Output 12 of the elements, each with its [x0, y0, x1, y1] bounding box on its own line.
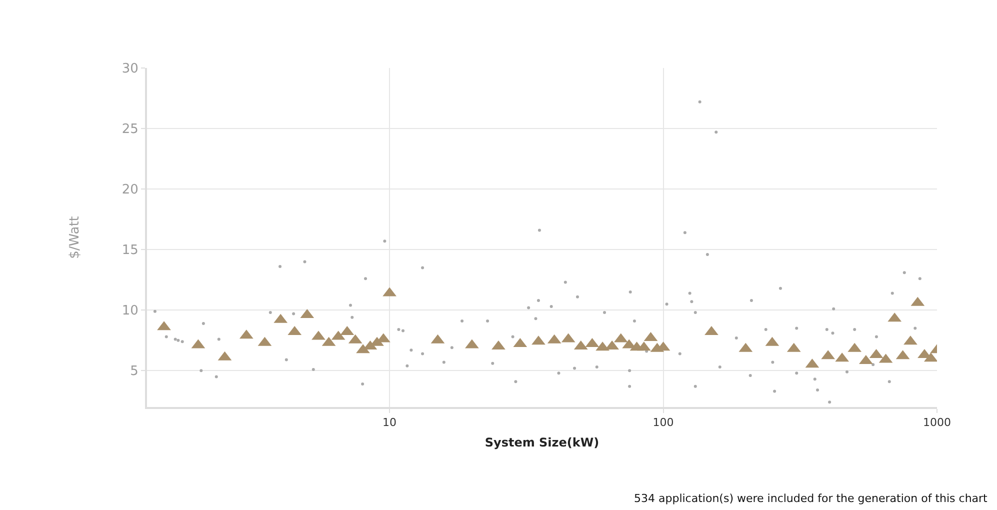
y-tick-label: 20: [122, 182, 138, 198]
y-tick-label: 10: [122, 304, 138, 319]
x-tick-label: 100: [652, 416, 674, 430]
text: 534 application(s) were included for the generation of this chart: [634, 492, 988, 505]
y-tick-label: 5: [130, 364, 138, 380]
y-tick-label: 25: [122, 122, 138, 138]
x-axis-title: System Size(kW): [484, 436, 600, 450]
y-axis-title: $/Watt: [67, 216, 82, 259]
y-tick-label: 15: [122, 243, 138, 258]
y-tick-label: 30: [122, 62, 138, 77]
x-tick-label: 10: [382, 416, 397, 430]
x-tick-label: 1000: [923, 416, 951, 430]
